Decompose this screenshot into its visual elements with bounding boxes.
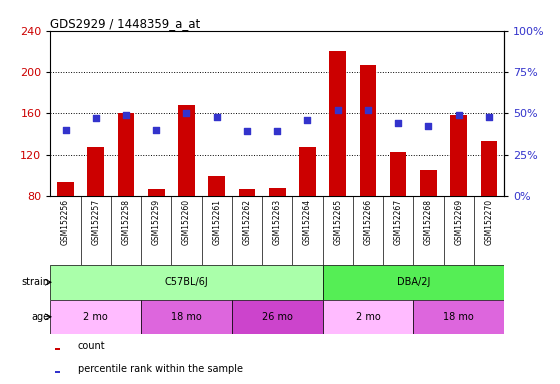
Bar [118, 113, 134, 196]
Text: 26 mo: 26 mo [262, 312, 293, 322]
Text: GSM152260: GSM152260 [182, 199, 191, 245]
Text: GSM152268: GSM152268 [424, 199, 433, 245]
Bar [50, 300, 141, 334]
Text: count: count [78, 341, 105, 351]
Bar [299, 147, 316, 196]
Text: age: age [32, 312, 50, 322]
Text: GSM152270: GSM152270 [484, 199, 493, 245]
Text: percentile rank within the sample: percentile rank within the sample [78, 364, 242, 374]
Point [122, 112, 130, 118]
Text: strain: strain [22, 277, 50, 287]
Bar [208, 176, 225, 196]
Point [212, 114, 221, 120]
Point [333, 107, 342, 113]
Text: 18 mo: 18 mo [171, 312, 202, 322]
Bar [323, 300, 413, 334]
Bar [148, 189, 165, 196]
Bar [87, 147, 104, 196]
Text: GSM152267: GSM152267 [394, 199, 403, 245]
Bar [55, 371, 59, 373]
Point [454, 112, 463, 118]
Text: GSM152258: GSM152258 [122, 199, 130, 245]
Text: GSM152256: GSM152256 [61, 199, 70, 245]
Text: GSM152266: GSM152266 [363, 199, 372, 245]
Bar [239, 189, 255, 196]
Bar [450, 115, 467, 196]
Point [182, 110, 191, 116]
Bar [329, 51, 346, 196]
Text: GSM152263: GSM152263 [273, 199, 282, 245]
Point [91, 115, 100, 121]
Point [242, 128, 251, 134]
Point [484, 114, 493, 120]
Text: GSM152269: GSM152269 [454, 199, 463, 245]
Bar [141, 300, 232, 334]
Text: GSM152265: GSM152265 [333, 199, 342, 245]
Text: 2 mo: 2 mo [83, 312, 108, 322]
Bar [57, 182, 74, 196]
Text: 2 mo: 2 mo [356, 312, 380, 322]
Bar [55, 348, 59, 350]
Point [303, 117, 312, 123]
Text: GSM152261: GSM152261 [212, 199, 221, 245]
Text: GSM152257: GSM152257 [91, 199, 100, 245]
Bar [390, 152, 407, 196]
Bar [480, 141, 497, 196]
Text: 18 mo: 18 mo [444, 312, 474, 322]
Bar [269, 188, 286, 196]
Text: GSM152264: GSM152264 [303, 199, 312, 245]
Point [152, 127, 161, 133]
Bar [413, 300, 504, 334]
Point [273, 128, 282, 134]
Bar [178, 105, 195, 196]
Bar [360, 65, 376, 196]
Bar [323, 265, 504, 300]
Text: C57BL/6J: C57BL/6J [165, 277, 208, 287]
Text: GSM152259: GSM152259 [152, 199, 161, 245]
Bar [232, 300, 323, 334]
Text: DBA/2J: DBA/2J [396, 277, 430, 287]
Point [394, 120, 403, 126]
Point [363, 107, 372, 113]
Bar [420, 170, 437, 196]
Text: GDS2929 / 1448359_a_at: GDS2929 / 1448359_a_at [50, 17, 200, 30]
Point [424, 123, 433, 129]
Bar [50, 265, 323, 300]
Point [61, 127, 70, 133]
Text: GSM152262: GSM152262 [242, 199, 251, 245]
